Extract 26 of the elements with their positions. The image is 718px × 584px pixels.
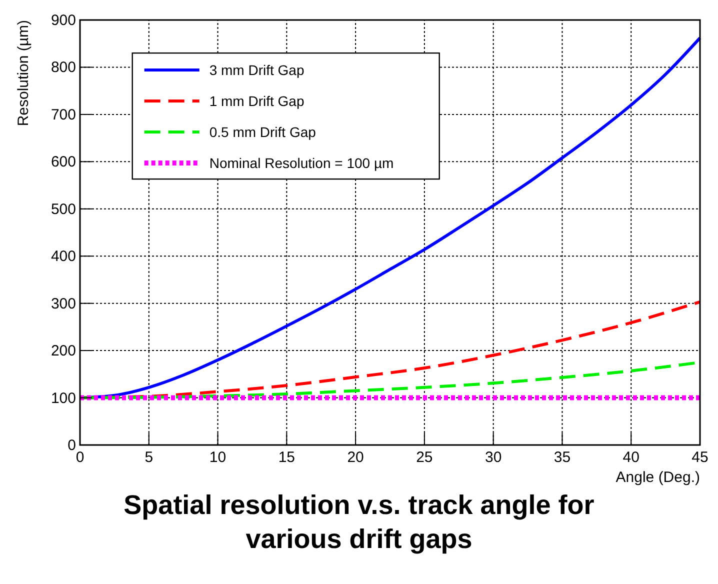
x-tick-label: 40 (622, 449, 640, 466)
x-tick-label: 25 (416, 449, 433, 466)
y-tick-label: 400 (50, 248, 76, 266)
text: Spatial resolution v.s. track angle for various drift gaps (124, 490, 595, 554)
y-tick-label: 100 (50, 390, 76, 407)
x-tick-label: 20 (347, 449, 364, 466)
y-tick-label: 500 (50, 200, 76, 218)
x-tick-label: 45 (692, 449, 708, 466)
y-tick-label: 800 (50, 59, 76, 76)
y-tick-label: 600 (50, 154, 76, 171)
y-tick-label: 900 (50, 12, 76, 29)
x-axis-title: Angle (Deg.) (616, 469, 700, 486)
y-tick-label: 200 (50, 342, 76, 360)
y-axis-title: Resolution (µm) (15, 20, 32, 126)
legend-label: 0.5 mm Drift Gap (209, 124, 316, 140)
y-tick-label: 300 (50, 295, 76, 312)
x-tick-label: 15 (278, 449, 296, 466)
legend-label: Nominal Resolution = 100 µm (209, 155, 394, 172)
x-tick-label: 5 (144, 449, 154, 466)
x-tick-label: 10 (209, 449, 226, 466)
legend-label: 1 mm Drift Gap (209, 93, 304, 110)
legend-label: 3 mm Drift Gap (209, 62, 304, 78)
x-tick-label: 30 (484, 449, 502, 466)
x-tick-label: 35 (554, 449, 571, 466)
y-tick-label: 0 (68, 437, 76, 454)
y-tick-label: 700 (50, 106, 76, 124)
